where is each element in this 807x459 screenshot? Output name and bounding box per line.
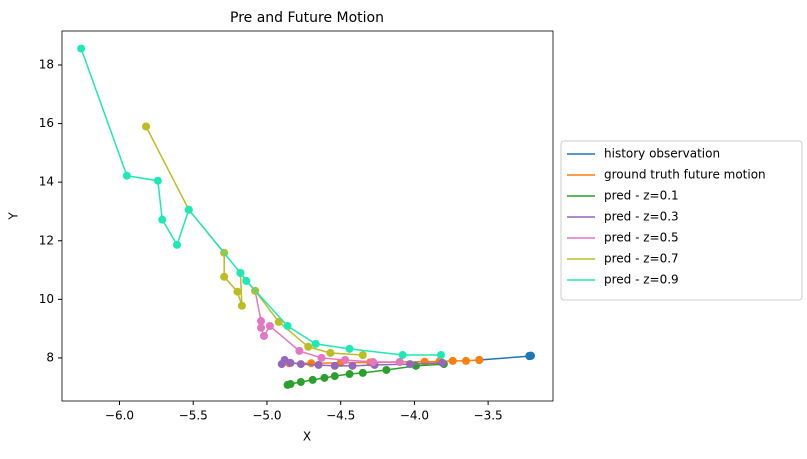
- point: [77, 44, 86, 53]
- point: [358, 368, 367, 377]
- point: [438, 358, 447, 367]
- y-axis-label: Y: [7, 212, 21, 221]
- x-tick-label: −4.0: [400, 409, 429, 423]
- point: [448, 356, 457, 365]
- chart-title: Pre and Future Motion: [230, 10, 384, 26]
- point: [462, 356, 471, 365]
- point: [153, 176, 162, 185]
- x-tick-label: −6.0: [105, 409, 134, 423]
- plot-frame: [61, 30, 554, 402]
- point: [242, 276, 251, 285]
- y-tick-label: 8: [46, 350, 54, 364]
- point: [277, 360, 286, 369]
- point: [257, 317, 266, 326]
- point: [283, 380, 292, 389]
- legend-label: pred - z=0.5: [604, 231, 679, 245]
- y-tick-label: 12: [39, 233, 54, 247]
- point: [122, 171, 131, 180]
- legend-label: history observation: [604, 147, 720, 161]
- y-tick-label: 18: [39, 57, 54, 71]
- point: [265, 322, 274, 331]
- point: [173, 240, 182, 249]
- point: [436, 351, 445, 360]
- x-tick-label: −4.5: [326, 409, 355, 423]
- x-axis-label: X: [303, 430, 311, 444]
- point: [274, 317, 283, 326]
- legend-label: pred - z=0.1: [604, 189, 679, 203]
- point: [348, 361, 357, 370]
- point: [345, 344, 354, 353]
- point: [158, 215, 167, 224]
- point: [233, 287, 242, 296]
- legend-label: pred - z=0.7: [604, 252, 679, 266]
- point: [286, 358, 295, 367]
- point: [405, 360, 414, 369]
- legend-label: ground truth future motion: [604, 168, 766, 182]
- point: [260, 331, 269, 340]
- point: [330, 372, 339, 381]
- point: [341, 355, 350, 364]
- legend-label: pred - z=0.3: [604, 210, 679, 224]
- point: [142, 122, 151, 131]
- point: [382, 365, 391, 374]
- point: [326, 348, 335, 357]
- point: [398, 351, 407, 360]
- point: [283, 322, 292, 331]
- point: [330, 361, 339, 370]
- point: [257, 323, 266, 332]
- point: [307, 359, 316, 368]
- legend-label: pred - z=0.9: [604, 273, 679, 287]
- point: [311, 339, 320, 348]
- point: [295, 346, 304, 355]
- y-tick-label: 14: [39, 175, 54, 189]
- series-line: [479, 354, 532, 361]
- point: [475, 355, 484, 364]
- y-tick-label: 16: [39, 116, 54, 130]
- point: [237, 301, 246, 310]
- y-tick-label: 10: [39, 292, 54, 306]
- point: [308, 375, 317, 384]
- point: [314, 360, 323, 369]
- point: [320, 373, 329, 382]
- point: [395, 358, 404, 367]
- point: [296, 377, 305, 386]
- x-tick-label: −5.5: [179, 409, 208, 423]
- legend-box: [560, 140, 803, 301]
- x-tick-label: −3.5: [474, 409, 503, 423]
- point: [317, 353, 326, 362]
- point: [236, 268, 245, 277]
- point: [345, 370, 354, 379]
- series-line: [80, 48, 441, 356]
- point: [296, 360, 305, 369]
- point: [358, 351, 367, 360]
- point: [525, 352, 534, 361]
- x-tick-label: −5.0: [252, 409, 281, 423]
- point: [184, 205, 193, 214]
- point: [369, 358, 378, 367]
- point: [220, 272, 229, 281]
- point: [304, 342, 313, 351]
